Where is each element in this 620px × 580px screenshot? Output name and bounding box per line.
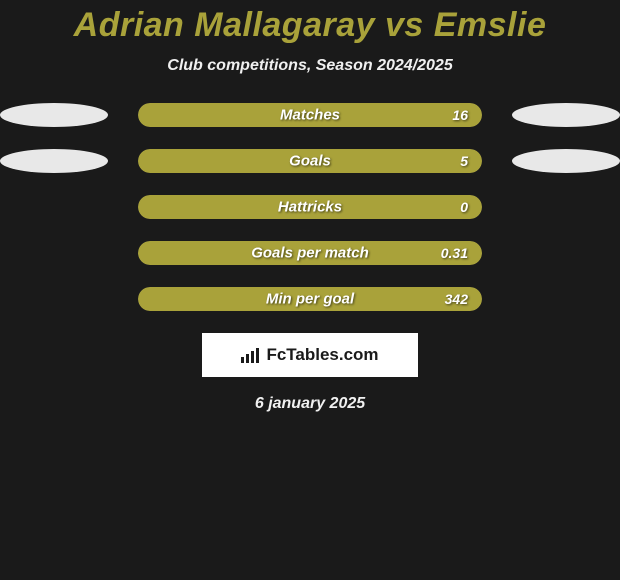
stat-bar-track: Goals per match 0.31 [138,241,482,265]
stat-value: 0 [460,199,468,215]
stat-value: 16 [452,107,468,123]
brand-label: FcTables.com [266,345,378,365]
stat-value: 342 [445,291,468,307]
stat-rows: Matches 16 Goals 5 Hattricks 0 Goals per match… [0,103,620,311]
stat-bar-track: Hattricks 0 [138,195,482,219]
stat-label: Matches [280,107,340,124]
stat-row: Goals 5 [0,149,620,173]
stat-row: Goals per match 0.31 [0,241,620,265]
chart-icon [241,348,259,363]
stat-bar-track: Min per goal 342 [138,287,482,311]
page-subtitle: Club competitions, Season 2024/2025 [0,57,620,75]
stat-label: Goals [289,153,331,170]
stat-row: Min per goal 342 [0,287,620,311]
player-left-marker [0,149,108,173]
player-right-marker [512,103,620,127]
comparison-card: Adrian Mallagaray vs Emslie Club competi… [0,0,620,413]
stat-bar-track: Goals 5 [138,149,482,173]
player-right-marker [512,149,620,173]
stat-label: Goals per match [251,245,369,262]
brand-badge: FcTables.com [202,333,418,377]
page-title: Adrian Mallagaray vs Emslie [0,6,620,45]
stat-label: Min per goal [266,291,354,308]
stat-row: Matches 16 [0,103,620,127]
stat-label: Hattricks [278,199,342,216]
stat-value: 0.31 [441,245,468,261]
stat-row: Hattricks 0 [0,195,620,219]
stat-value: 5 [460,153,468,169]
date-label: 6 january 2025 [0,395,620,413]
brand-content: FcTables.com [241,345,378,365]
stat-bar-track: Matches 16 [138,103,482,127]
player-left-marker [0,103,108,127]
